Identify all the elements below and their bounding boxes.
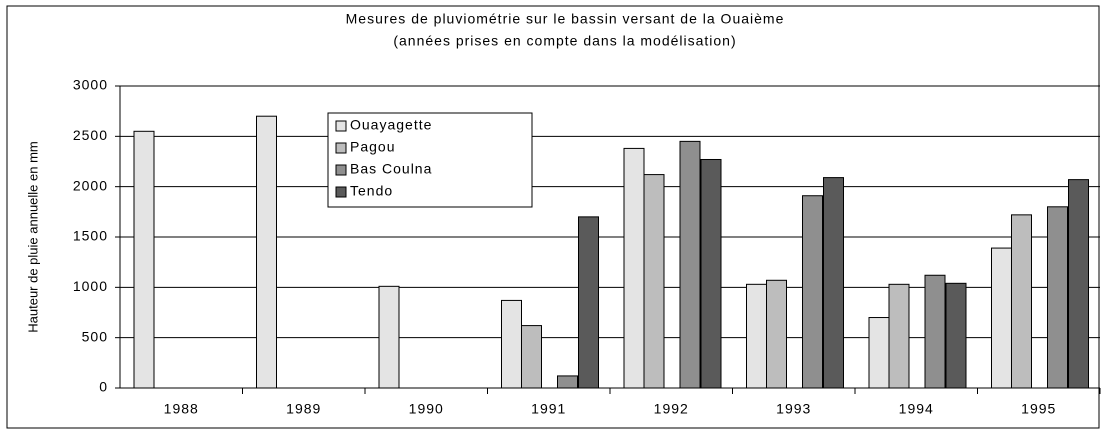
bar [700, 158, 722, 389]
y-tick-label: 500 [82, 328, 108, 344]
y-tick-label: 1000 [73, 278, 108, 294]
y-axis-label: Hauteur de pluie annuelle en mm [25, 141, 40, 333]
legend-label: Pagou [350, 139, 395, 155]
x-tick-label: 1991 [531, 401, 566, 417]
legend-box [327, 112, 533, 208]
bar [766, 279, 787, 389]
legend-swatch [335, 120, 347, 132]
x-tick-label: 1990 [409, 401, 444, 417]
x-tick-label: 1993 [776, 401, 811, 417]
x-tick-label: 1994 [899, 401, 934, 417]
y-tick-label: 2000 [73, 177, 108, 193]
y-tick-label: 2500 [73, 127, 108, 143]
bar [521, 325, 542, 389]
bar [1068, 179, 1089, 389]
x-tick-label: 1992 [654, 401, 689, 417]
bar [746, 283, 767, 389]
legend-swatch [335, 186, 347, 198]
legend-swatch [335, 142, 347, 154]
y-tick-label: 0 [99, 379, 108, 395]
bar [1047, 206, 1068, 389]
bar [991, 247, 1012, 389]
chart-title: Mesures de pluviométrie sur le bassin ve… [346, 11, 785, 27]
bar [945, 282, 967, 389]
bar [1011, 214, 1032, 389]
legend-swatch [335, 164, 347, 176]
bar [133, 130, 155, 389]
y-tick-label: 1500 [73, 228, 108, 244]
bar [802, 195, 823, 389]
bar [679, 140, 701, 389]
bar [643, 174, 665, 389]
y-tick-label: 3000 [73, 77, 108, 93]
x-tick-label: 1989 [286, 401, 321, 417]
bar [868, 317, 890, 389]
x-tick-label: 1988 [164, 401, 199, 417]
bar [888, 283, 910, 389]
bar [501, 299, 522, 389]
x-tick-label: 1995 [1021, 401, 1056, 417]
chart-subtitle: (années prises en compte dans la modélis… [393, 33, 736, 49]
legend-label: Tendo [350, 183, 393, 199]
bar [256, 115, 277, 389]
bar [578, 216, 599, 389]
bar [557, 375, 578, 389]
legend-label: Bas Coulna [350, 161, 432, 177]
legend-label: Ouayagette [350, 117, 432, 133]
bar [378, 285, 400, 389]
bar [924, 274, 946, 389]
bar [823, 177, 844, 389]
bar [623, 147, 645, 389]
chart-frame [6, 5, 1100, 429]
